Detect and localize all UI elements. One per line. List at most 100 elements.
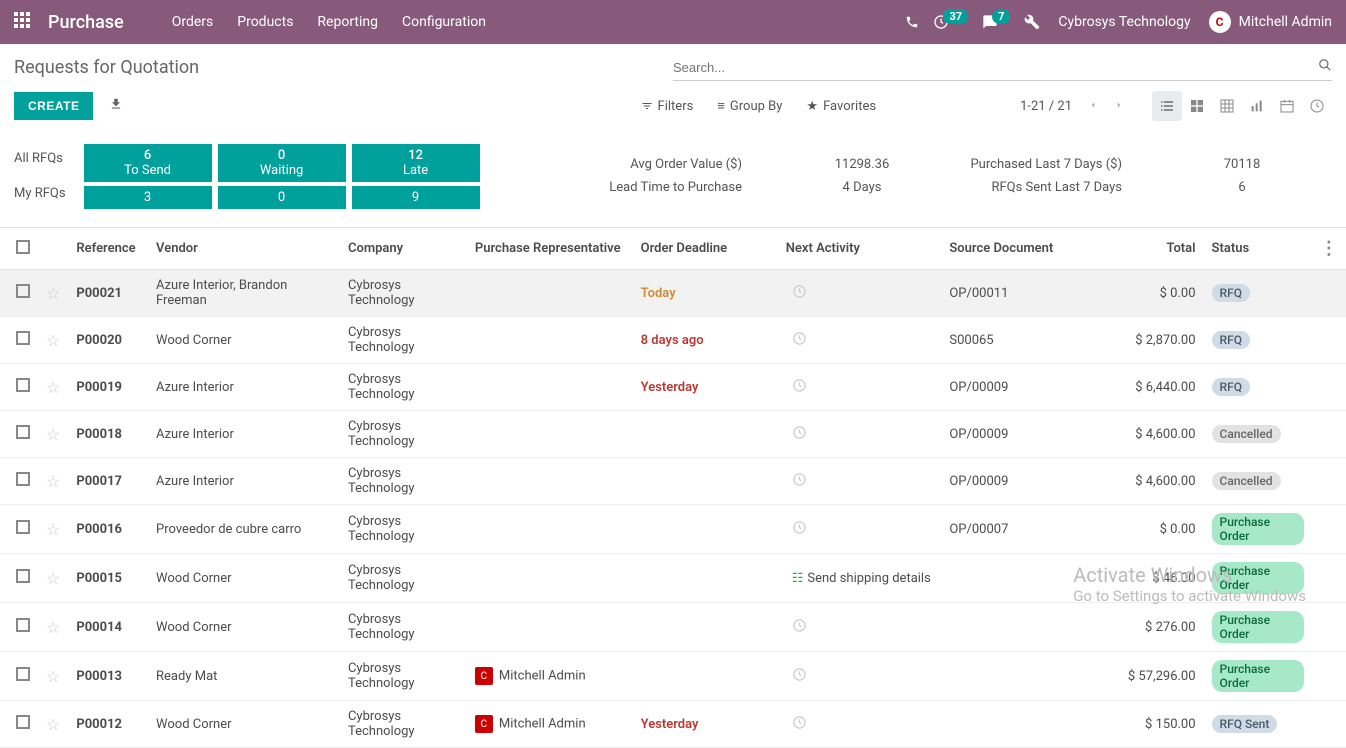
brand-title[interactable]: Purchase: [48, 12, 124, 33]
reference-link[interactable]: P00015: [76, 571, 122, 586]
reference-link[interactable]: P00020: [76, 333, 122, 348]
table-row[interactable]: ☆P00017Azure InteriorCybrosys Technology…: [0, 458, 1346, 505]
view-list-button[interactable]: [1152, 91, 1182, 121]
table-row[interactable]: ☆P00015Wood CornerCybrosys Technology☷Se…: [0, 554, 1346, 603]
star-icon[interactable]: ☆: [46, 569, 60, 588]
dash-tile-my-2[interactable]: 9: [352, 186, 480, 209]
table-row[interactable]: ☆P00016Proveedor de cubre carroCybrosys …: [0, 505, 1346, 554]
nav-configuration[interactable]: Configuration: [402, 14, 486, 30]
column-options-button[interactable]: ⋮: [1320, 238, 1338, 259]
dash-all-rfqs[interactable]: All RFQs: [14, 151, 66, 166]
messages-icon[interactable]: 7: [982, 14, 1010, 30]
nav-orders[interactable]: Orders: [172, 14, 214, 30]
select-all-checkbox[interactable]: [16, 240, 30, 254]
col-source[interactable]: Source Document: [941, 228, 1096, 270]
row-checkbox[interactable]: [16, 425, 30, 439]
reference-link[interactable]: P00013: [76, 669, 122, 684]
table-row[interactable]: ☆P00012Wood CornerCybrosys TechnologyCMi…: [0, 701, 1346, 748]
row-checkbox[interactable]: [16, 331, 30, 345]
clock-icon[interactable]: [792, 716, 807, 734]
user-name: Mitchell Admin: [1239, 14, 1332, 30]
table-row[interactable]: ☆P00020Wood CornerCybrosys Technology8 d…: [0, 317, 1346, 364]
col-activity[interactable]: Next Activity: [778, 228, 942, 270]
apps-icon[interactable]: [14, 12, 30, 32]
row-checkbox[interactable]: [16, 569, 30, 583]
row-checkbox[interactable]: [16, 472, 30, 486]
view-calendar-button[interactable]: [1272, 91, 1302, 121]
table-row[interactable]: ☆P00013Ready MatCybrosys TechnologyCMitc…: [0, 652, 1346, 701]
star-icon[interactable]: ☆: [46, 715, 60, 734]
col-company[interactable]: Company: [340, 228, 467, 270]
clock-icon[interactable]: [792, 668, 807, 686]
user-menu[interactable]: C Mitchell Admin: [1209, 11, 1332, 33]
activity-icon[interactable]: 37: [933, 14, 968, 30]
star-icon[interactable]: ☆: [46, 331, 60, 350]
dash-tile-to-send[interactable]: 6To Send: [84, 144, 212, 182]
star-icon[interactable]: ☆: [46, 425, 60, 444]
col-rep[interactable]: Purchase Representative: [467, 228, 633, 270]
reference-link[interactable]: P00021: [76, 286, 122, 301]
row-checkbox[interactable]: [16, 378, 30, 392]
table-row[interactable]: ☆P00019Azure InteriorCybrosys Technology…: [0, 364, 1346, 411]
col-reference[interactable]: Reference: [68, 228, 148, 270]
dash-tile-waiting[interactable]: 0Waiting: [218, 144, 346, 182]
reference-link[interactable]: P00012: [76, 717, 122, 732]
reference-link[interactable]: P00014: [76, 620, 122, 635]
view-pivot-button[interactable]: [1212, 91, 1242, 121]
company-cell: Cybrosys Technology: [340, 270, 467, 317]
import-button[interactable]: [99, 91, 133, 121]
source-cell: S00065: [941, 317, 1096, 364]
favorites-button[interactable]: ★ Favorites: [806, 99, 876, 114]
star-icon[interactable]: ☆: [46, 520, 60, 539]
nav-reporting[interactable]: Reporting: [317, 14, 378, 30]
groupby-button[interactable]: ≡ Group By: [717, 98, 782, 114]
star-icon[interactable]: ☆: [46, 378, 60, 397]
star-icon[interactable]: ☆: [46, 667, 60, 686]
reference-link[interactable]: P00018: [76, 427, 122, 442]
clock-icon[interactable]: [792, 426, 807, 444]
clock-icon[interactable]: [792, 379, 807, 397]
star-icon[interactable]: ☆: [46, 618, 60, 637]
clock-icon[interactable]: [792, 473, 807, 491]
reference-link[interactable]: P00019: [76, 380, 122, 395]
dash-tile-my-0[interactable]: 3: [84, 186, 212, 209]
company-selector[interactable]: Cybrosys Technology: [1058, 14, 1190, 30]
page-title: Requests for Quotation: [14, 57, 673, 78]
pager-prev-button[interactable]: [1080, 95, 1106, 118]
reference-link[interactable]: P00017: [76, 474, 122, 489]
row-checkbox[interactable]: [16, 618, 30, 632]
dash-my-rfqs[interactable]: My RFQs: [14, 186, 66, 201]
reference-link[interactable]: P00016: [76, 522, 122, 537]
row-checkbox[interactable]: [16, 715, 30, 729]
search-icon[interactable]: [1318, 58, 1332, 76]
pager-text[interactable]: 1-21 / 21: [1020, 99, 1072, 114]
view-graph-button[interactable]: [1242, 91, 1272, 121]
filters-button[interactable]: Filters: [641, 99, 694, 114]
nav-products[interactable]: Products: [237, 14, 293, 30]
clock-icon[interactable]: [792, 285, 807, 303]
col-status[interactable]: Status: [1204, 228, 1312, 270]
row-checkbox[interactable]: [16, 667, 30, 681]
dash-tile-late[interactable]: 12Late: [352, 144, 480, 182]
table-row[interactable]: ☆P00018Azure InteriorCybrosys Technology…: [0, 411, 1346, 458]
dash-tile-my-1[interactable]: 0: [218, 186, 346, 209]
search-input[interactable]: [673, 60, 1318, 75]
col-vendor[interactable]: Vendor: [148, 228, 340, 270]
row-checkbox[interactable]: [16, 520, 30, 534]
phone-icon[interactable]: [905, 15, 919, 29]
star-icon[interactable]: ☆: [46, 472, 60, 491]
create-button[interactable]: CREATE: [14, 92, 93, 120]
table-row[interactable]: ☆P00014Wood CornerCybrosys Technology$ 2…: [0, 603, 1346, 652]
col-deadline[interactable]: Order Deadline: [633, 228, 778, 270]
view-kanban-button[interactable]: [1182, 91, 1212, 121]
row-checkbox[interactable]: [16, 284, 30, 298]
view-activity-button[interactable]: [1302, 91, 1332, 121]
table-row[interactable]: ☆P00021Azure Interior, Brandon FreemanCy…: [0, 270, 1346, 317]
pager-next-button[interactable]: [1106, 95, 1132, 118]
debug-icon[interactable]: [1024, 14, 1040, 30]
clock-icon[interactable]: [792, 521, 807, 539]
col-total[interactable]: Total: [1096, 228, 1204, 270]
star-icon[interactable]: ☆: [46, 284, 60, 303]
clock-icon[interactable]: [792, 619, 807, 637]
clock-icon[interactable]: [792, 332, 807, 350]
